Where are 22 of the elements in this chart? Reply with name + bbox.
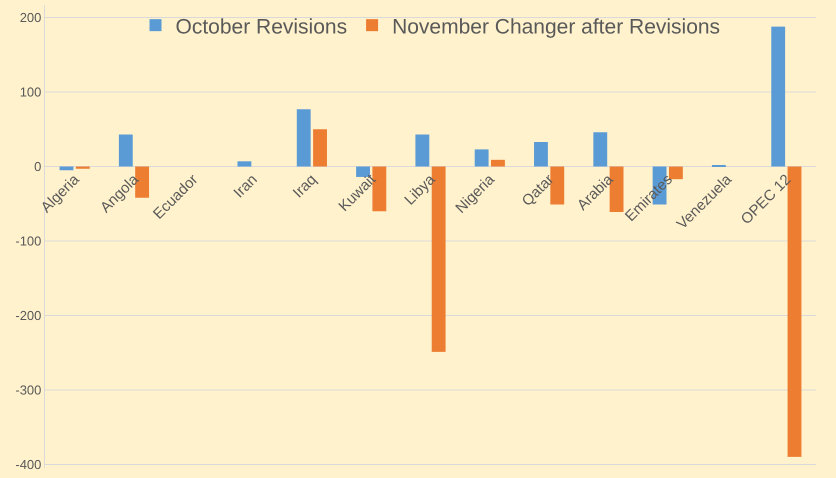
bar [593,132,608,167]
legend-label: November Changer after Revisions [392,15,720,38]
bar [474,149,489,167]
y-tick-label: -100 [15,234,42,249]
bar [296,109,311,167]
bar [534,142,548,167]
y-tick-label: 200 [20,10,42,26]
bar [491,160,505,167]
y-tick-label: 0 [34,159,42,174]
bar [313,129,327,167]
x-tick-label: Iraq [290,171,320,202]
x-tick-label: Iran [230,171,261,202]
y-tick-label: -400 [15,456,42,472]
bar [237,161,252,167]
bar [771,26,786,167]
bar [118,134,133,167]
y-tick-label: -300 [15,382,42,398]
legend-label: October Revisions [176,15,348,38]
y-tick-label: -200 [15,308,42,323]
bar [60,166,74,170]
bar [415,134,430,167]
y-tick-label: 100 [20,84,42,100]
